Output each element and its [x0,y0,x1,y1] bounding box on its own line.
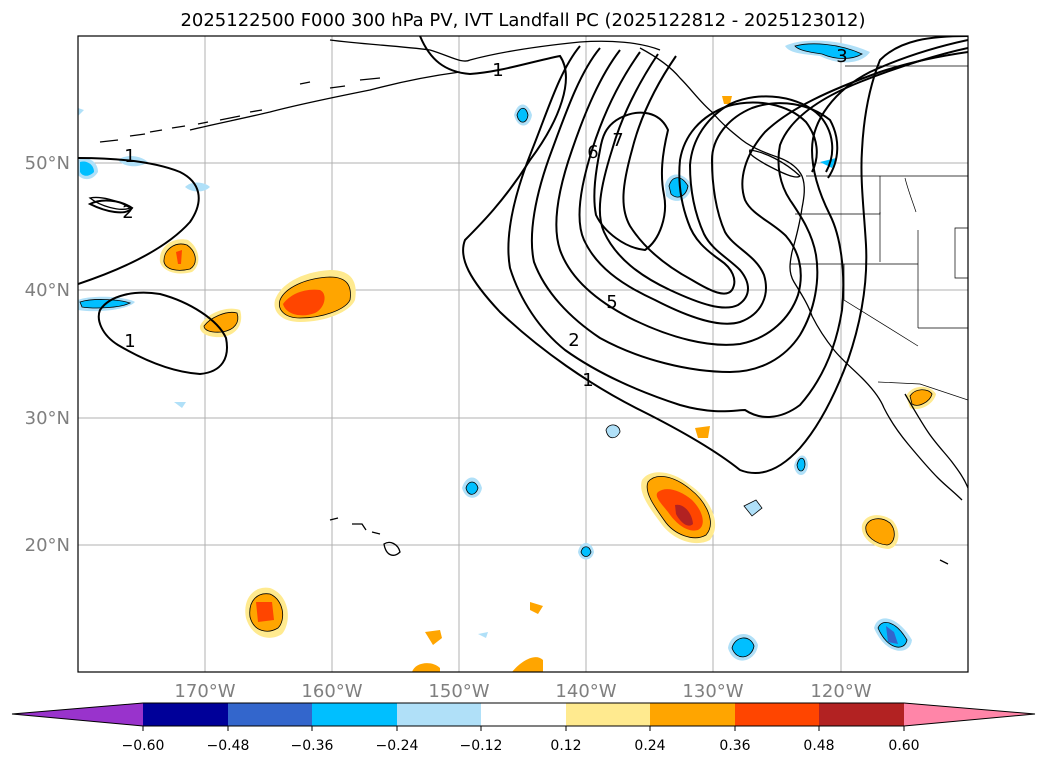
negative-anomaly-blob [466,482,478,495]
contour-line [530,47,968,374]
positive-anomaly-blob [283,289,325,316]
negative-anomaly-blob [478,632,488,638]
lon-label: 150°W [428,681,489,702]
positive-anomaly-blob [865,518,895,545]
longitude-labels: 170°W 160°W 150°W 140°W 130°W 120°W [174,681,871,702]
colorbar-ticks [142,726,905,731]
lon-label: 130°W [682,681,743,702]
colorbar-segment [143,703,228,726]
negative-anomaly-blob [795,43,862,59]
lon-label: 160°W [301,681,362,702]
contour-label: 6 [587,142,598,163]
contour-line [593,111,670,252]
map-border [77,35,969,673]
contour-line [87,199,134,214]
negative-anomaly-blob [185,182,210,192]
contour-line [598,53,834,309]
positive-anomaly-blob [695,426,710,438]
colorbar-tick-label: −0.24 [376,738,419,754]
colorbar-tick-label: 0.24 [634,738,665,754]
map-title: 2025122500 F000 300 hPa PV, IVT Landfall… [180,10,865,31]
colorbar-tick-label: 0.36 [719,738,750,754]
positive-anomaly-blob [425,630,442,645]
positive-anomaly-blob [256,602,274,622]
positive-anomaly-blob [530,602,543,614]
contour-label: 1 [492,60,503,81]
negative-anomaly-blob [886,626,898,644]
colorbar-segment [735,703,819,726]
negative-anomaly-blob [581,546,591,557]
lon-label: 140°W [555,681,616,702]
positive-anomaly-blob [722,96,732,104]
negative-anomaly-blob [669,177,688,198]
lon-label: 120°W [810,681,871,702]
contour-label: 1 [124,331,135,352]
positive-anomaly-blob [204,312,238,333]
contour-label: 5 [606,292,617,313]
contour-line [419,36,968,474]
colorbar-tick-label: −0.36 [291,738,334,754]
colorbar-extend-high [904,703,1035,726]
contour-line [622,55,818,295]
lat-label: 50°N [25,153,70,174]
colorbar-segment [228,703,312,726]
positive-anomaly-blob [675,504,693,526]
colorbar-tick-label: −0.48 [207,738,250,754]
contour-line [578,51,839,325]
lat-label: 40°N [25,280,70,301]
colorbar-tick-label: 0.48 [803,738,834,754]
negative-anomaly-blob [78,108,84,116]
contour-label: 1 [124,146,135,167]
lat-label: 20°N [25,535,70,556]
contour-labels: 1 1 2 1 6 7 5 2 1 3 [122,46,847,391]
colorbar-segment [650,703,735,726]
lat-label: 30°N [25,408,70,429]
contour-label: 2 [122,202,133,223]
latitude-labels: 50°N 40°N 30°N 20°N [25,153,70,556]
positive-anomaly-blob [176,250,182,264]
colorbar-tick-label: −0.12 [460,738,503,754]
coastlines [88,39,968,565]
positive-anomaly-blob [512,657,543,672]
negative-anomaly-blob [820,158,836,168]
colorbar-segment [819,703,904,726]
contour-line [78,157,200,285]
colorbar-tick-label: 0.12 [550,738,581,754]
political-borders [790,65,968,401]
colorbar-segment [566,703,650,726]
colorbar-segment [397,703,481,726]
contour-line [507,39,968,418]
negative-anomaly-blob [732,637,754,657]
colorbar-tick-label: 0.60 [888,738,919,754]
anomaly-outlines [79,43,933,658]
negative-anomaly-blob [174,402,186,408]
colorbar-segment [481,703,566,726]
contour-line [97,291,228,376]
lon-label: 170°W [174,681,235,702]
negative-anomaly-blob [797,458,805,471]
contour-label: 7 [612,130,623,151]
negative-anomaly-blob [606,424,620,438]
pv-contours [78,36,968,474]
negative-anomaly-blob [517,108,528,123]
shaded-anomalies [78,40,936,672]
contour-label: 1 [582,370,593,391]
contour-label: 2 [568,330,579,351]
colorbar-tick-label: −0.60 [122,738,165,754]
negative-anomaly-blob [80,161,94,176]
colorbar-segment [312,703,397,726]
colorbar-extend-low [12,703,143,726]
contour-label: 3 [836,46,847,67]
gridlines [78,36,968,672]
colorbar: −0.60 −0.48 −0.36 −0.24 −0.12 0.12 0.24 … [11,702,1036,754]
positive-anomaly-blob [412,663,440,672]
